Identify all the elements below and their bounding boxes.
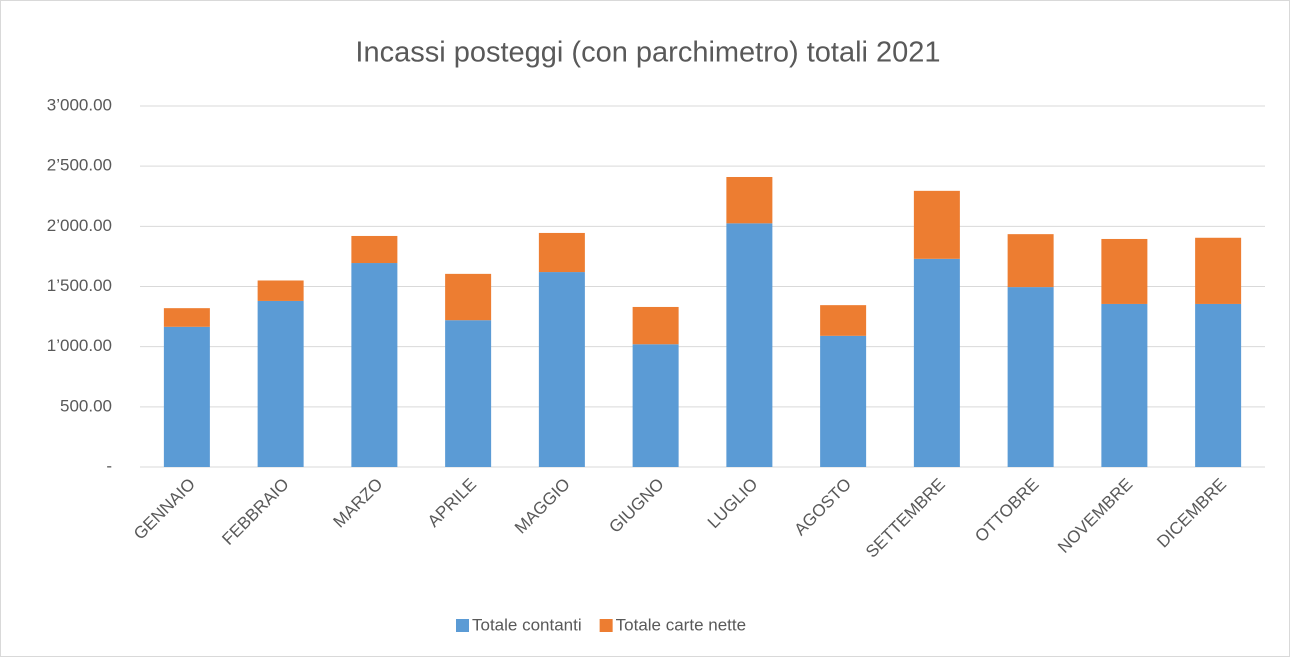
bar-segment xyxy=(163,326,210,467)
bar-segment xyxy=(1101,303,1148,467)
bar-segment xyxy=(257,280,304,301)
bar-segment xyxy=(1007,287,1054,467)
bar-segment xyxy=(632,344,679,467)
bar-segment xyxy=(726,176,773,224)
bar-segment xyxy=(351,263,398,467)
y-tick-label: 1’000.00 xyxy=(47,336,112,355)
bar-segment xyxy=(1101,238,1148,304)
bar-segment xyxy=(163,308,210,327)
bar-segment xyxy=(257,300,304,467)
y-tick-label: 1’500.00 xyxy=(47,276,112,295)
bar-segment xyxy=(913,258,960,467)
y-tick-label: 2’500.00 xyxy=(47,156,112,175)
y-tick-label: 3’000.00 xyxy=(47,95,112,114)
bar-segment xyxy=(351,235,398,264)
bar-segment xyxy=(538,232,585,273)
bar-segment xyxy=(820,335,867,467)
bar-segment xyxy=(538,272,585,467)
bar-segment xyxy=(913,190,960,259)
y-tick-label: 500.00 xyxy=(60,396,112,415)
legend-label: Totale contanti xyxy=(472,615,582,634)
bar-segment xyxy=(632,306,679,345)
bar-segment xyxy=(1195,303,1242,467)
chart-title: Incassi posteggi (con parchimetro) total… xyxy=(355,37,940,69)
y-tick-label: - xyxy=(106,456,112,475)
bar-segment xyxy=(726,223,773,467)
legend-swatch xyxy=(456,619,469,632)
bar-segment xyxy=(1007,234,1054,288)
bar-segment xyxy=(1195,237,1242,304)
legend-swatch xyxy=(599,619,613,632)
y-tick-label: 2’000.00 xyxy=(47,216,112,235)
bar-segment xyxy=(445,273,492,321)
bar-segment xyxy=(445,320,492,467)
bar-segment xyxy=(820,305,867,336)
legend-label: Totale carte nette xyxy=(616,615,746,634)
